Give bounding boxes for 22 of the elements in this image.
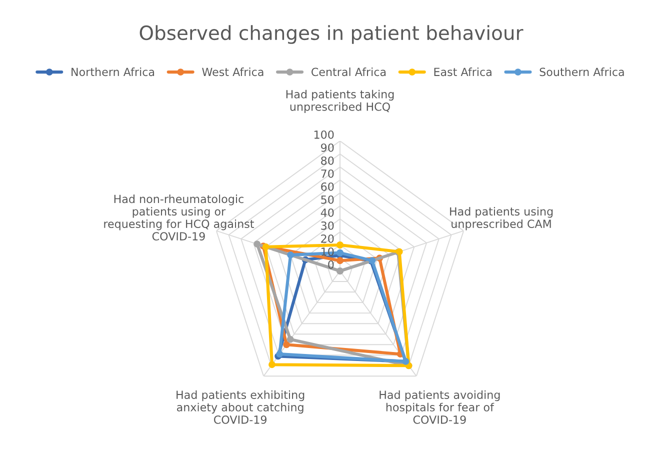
y-tick-label: 30 (321, 221, 334, 230)
y-tick-label: 50 (321, 195, 334, 204)
y-tick-label: 0 (328, 260, 334, 269)
legend-label: East Africa (434, 68, 492, 76)
y-tick-label: 40 (320, 208, 334, 217)
legend-label: Southern Africa (540, 68, 624, 76)
legend-label: West Africa (202, 68, 264, 76)
spoke-label: Had non-rheumatologic patients using or requesting for HCQ against COVID-19 (104, 194, 254, 240)
spoke-label: Had patients avoiding hospitals for fear of COVID-19 (380, 390, 500, 424)
spoke-label: Had patients exhibiting anxiety about catching COVID-19 (176, 390, 304, 424)
y-tick-label: 20 (321, 234, 334, 243)
chart-title: Observed changes in patient behaviour (140, 25, 524, 44)
y-tick-label: 70 (321, 169, 334, 178)
y-tick-label: 60 (321, 182, 334, 191)
y-tick-label: 90 (321, 143, 334, 152)
y-tick-label: 80 (321, 156, 334, 165)
legend-label: Central Africa (312, 68, 386, 76)
y-tick-label: 100 (314, 130, 334, 139)
spoke-label: Had patients taking unprescribed HCQ (286, 90, 394, 114)
y-tick-label: 10 (322, 247, 334, 256)
spoke-label: Had patients using unprescribed CAM (450, 207, 553, 230)
legend-label: Northern Africa (72, 68, 154, 76)
